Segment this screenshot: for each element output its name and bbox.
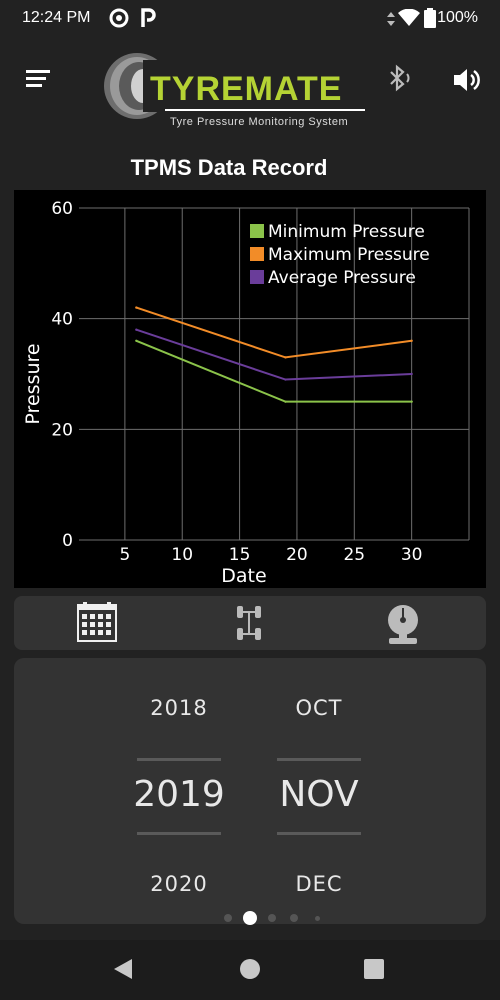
y-tick-label: 60: [51, 199, 73, 219]
x-tick-label: 25: [343, 545, 365, 565]
data-transfer-icon: [385, 10, 397, 33]
page-dot-active: [243, 911, 257, 925]
month-selection-top-line: [277, 758, 361, 761]
logo-tagline: Tyre Pressure Monitoring System: [170, 116, 349, 128]
volume-button[interactable]: [452, 65, 482, 95]
series-3-point: [284, 378, 287, 381]
volume-icon: [454, 69, 480, 91]
y-tick-label: 0: [62, 531, 73, 551]
y-tick-label: 20: [51, 420, 73, 440]
series-2-point: [135, 306, 138, 309]
page-dot: [224, 914, 232, 922]
x-tick-label: 10: [171, 545, 193, 565]
pressure-chart: 5 10 15 20 25 30 0 20 40 60 Date Pressure Minimum Pr…: [14, 190, 486, 588]
year-option-prev[interactable]: 2018: [150, 696, 208, 720]
legend-swatch: [250, 270, 264, 284]
month-option-selected[interactable]: NOV: [279, 774, 359, 815]
y-tick-label: 40: [51, 310, 73, 330]
series-line-1: [135, 339, 412, 403]
tyre-logo-icon: [104, 53, 173, 119]
year-option-next[interactable]: 2020: [150, 872, 208, 896]
month-option-prev[interactable]: OCT: [295, 696, 343, 720]
battery-icon: [424, 8, 436, 33]
legend-label: Maximum Pressure: [268, 245, 430, 265]
x-tick-label: 15: [229, 545, 251, 565]
series-2-point: [410, 339, 413, 342]
year-wheel[interactable]: 2018 2019 2020: [119, 658, 239, 924]
month-option-next[interactable]: DEC: [295, 872, 343, 896]
back-icon: [114, 959, 132, 979]
legend-label: Minimum Pressure: [268, 222, 425, 242]
page-dot: [290, 914, 298, 922]
bluetooth-button[interactable]: [385, 63, 415, 93]
series-line-3: [136, 328, 412, 381]
hamburger-menu-icon: [26, 70, 50, 87]
page-indicator: [0, 908, 500, 928]
series-1-point: [410, 400, 413, 403]
month-selection-bottom-line: [277, 832, 361, 835]
series-line-2: [136, 306, 412, 359]
tyre-notification-icon: [108, 7, 130, 34]
x-tick-label: 30: [401, 545, 423, 565]
month-year-picker: 2018 2019 2020 OCT NOV DEC: [14, 658, 486, 924]
page-dot: [315, 915, 320, 921]
logo-underline: [165, 109, 365, 111]
page-dot: [268, 914, 276, 922]
status-time: 12:24 PM: [22, 9, 91, 26]
page-title: TPMS Data Record: [130, 155, 328, 180]
parking-notification-icon: [140, 7, 158, 34]
axle-icon: [237, 606, 261, 640]
year-selection-bottom-line: [137, 832, 221, 835]
tyremate-logo: TYREMATE Tyre Pressure Monitoring System: [103, 52, 368, 128]
gauge-icon: [388, 605, 418, 644]
x-tick-label: 20: [286, 545, 308, 565]
x-tick-label: 5: [119, 545, 130, 565]
battery-level: 100%: [437, 9, 478, 26]
back-button[interactable]: [112, 957, 136, 986]
status-bar: 12:24 PM 100%: [0, 0, 500, 38]
tab-gauge[interactable]: [373, 600, 433, 646]
tab-axle[interactable]: [219, 600, 279, 646]
legend-swatch: [250, 247, 264, 261]
app-header: TYREMATE Tyre Pressure Monitoring System: [0, 40, 500, 128]
series-2-point: [284, 356, 287, 359]
recents-button[interactable]: [364, 959, 384, 984]
calendar-icon: [77, 602, 117, 642]
view-tabs: [14, 596, 486, 650]
home-button[interactable]: [239, 958, 261, 985]
legend-label: Average Pressure: [268, 268, 416, 288]
year-selection-top-line: [137, 758, 221, 761]
month-wheel[interactable]: OCT NOV DEC: [259, 658, 379, 924]
home-icon: [240, 959, 260, 979]
y-axis-label: Pressure: [22, 343, 44, 424]
menu-button[interactable]: [24, 68, 54, 92]
wifi-icon: [398, 8, 420, 32]
recents-icon: [364, 959, 384, 979]
legend-swatch: [250, 224, 264, 238]
x-axis-label: Date: [221, 565, 266, 587]
logo-wordmark: TYREMATE: [150, 70, 343, 108]
series-3-point: [135, 328, 138, 331]
series-1-point: [135, 339, 138, 342]
tab-calendar[interactable]: [67, 600, 127, 646]
series-1-point: [284, 400, 287, 403]
bluetooth-icon: [390, 64, 410, 92]
system-nav-bar: [0, 940, 500, 1000]
series-3-point: [410, 372, 413, 376]
pressure-chart-svg: 5 10 15 20 25 30 0 20 40 60 Date Pressure Minimum Pr…: [22, 199, 470, 587]
year-option-selected[interactable]: 2019: [133, 774, 225, 815]
